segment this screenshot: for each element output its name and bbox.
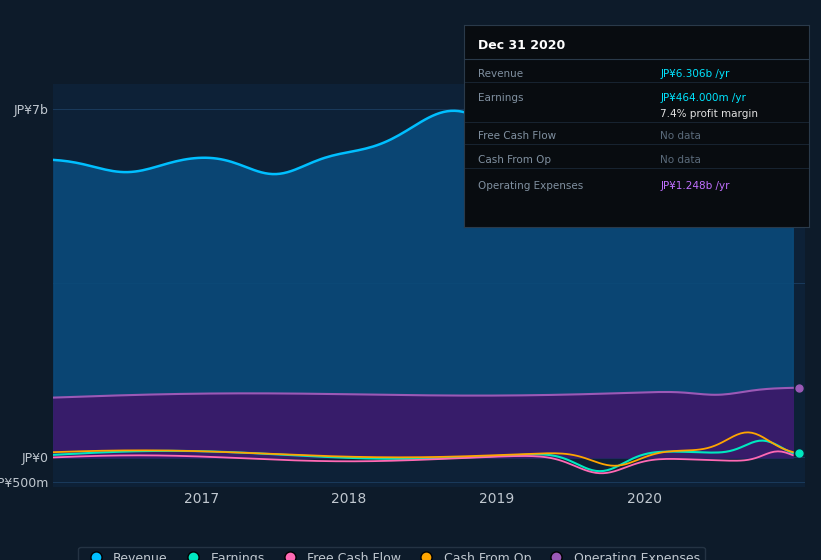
Text: Dec 31 2020: Dec 31 2020 xyxy=(478,39,565,52)
Text: Cash From Op: Cash From Op xyxy=(478,155,551,165)
Text: Earnings: Earnings xyxy=(478,93,523,103)
Text: 7.4% profit margin: 7.4% profit margin xyxy=(660,109,759,119)
Text: No data: No data xyxy=(660,155,701,165)
Text: Revenue: Revenue xyxy=(478,68,523,78)
Text: Free Cash Flow: Free Cash Flow xyxy=(478,131,556,141)
Legend: Revenue, Earnings, Free Cash Flow, Cash From Op, Operating Expenses: Revenue, Earnings, Free Cash Flow, Cash … xyxy=(78,547,704,560)
Text: Operating Expenses: Operating Expenses xyxy=(478,181,583,192)
Text: JP¥464.000m /yr: JP¥464.000m /yr xyxy=(660,93,746,103)
Text: No data: No data xyxy=(660,131,701,141)
Text: JP¥6.306b /yr: JP¥6.306b /yr xyxy=(660,68,730,78)
Text: JP¥1.248b /yr: JP¥1.248b /yr xyxy=(660,181,730,192)
